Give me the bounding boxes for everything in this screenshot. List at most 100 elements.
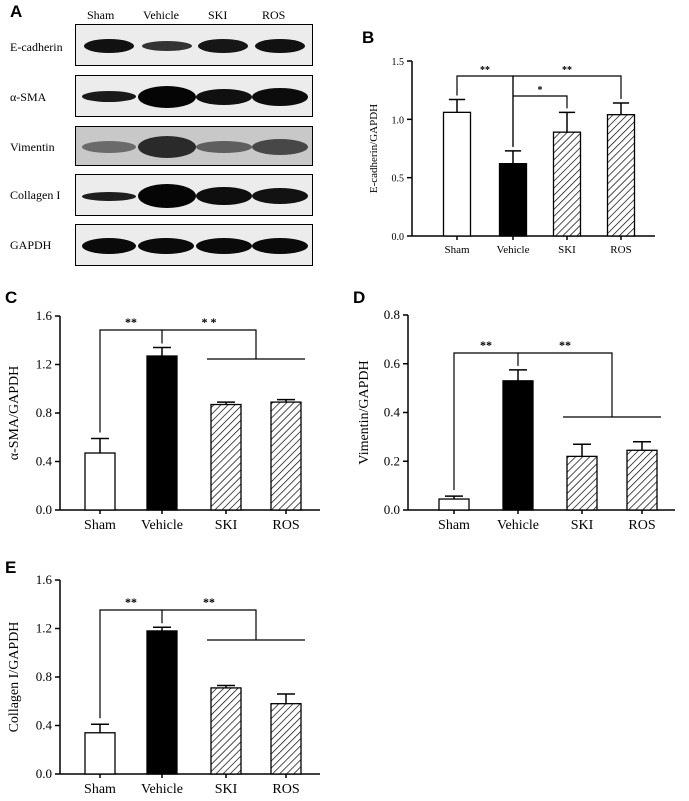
bar-vehicle bbox=[146, 355, 178, 511]
lane-label-sham: Sham bbox=[87, 8, 115, 22]
significance-label: ** bbox=[480, 338, 492, 352]
x-tick-label: Vehicle bbox=[141, 782, 183, 797]
blot-strip-vimentin bbox=[75, 126, 313, 166]
significance-bracket bbox=[99, 609, 163, 719]
protein-label-vimentin: Vimentin bbox=[10, 140, 55, 154]
significance-bracket bbox=[513, 75, 622, 99]
x-tick-label: Sham bbox=[444, 244, 470, 256]
panel-label-c: C bbox=[5, 288, 18, 307]
significance-label: ** bbox=[559, 338, 571, 352]
band bbox=[82, 238, 136, 254]
y-tick-label: 1.6 bbox=[36, 572, 53, 587]
significance-label: ** bbox=[125, 315, 137, 329]
bar-sham bbox=[442, 111, 472, 237]
bar-chart-e-cadherin: 0.0 0.5 1.0 1.5 E-cadherin/GAPDH Sham Vehicle S… bbox=[368, 57, 655, 256]
bar-sham bbox=[84, 452, 116, 511]
band bbox=[138, 184, 196, 208]
blot-strip-collagen-i bbox=[75, 174, 313, 216]
x-tick-label: Vehicle bbox=[497, 244, 530, 256]
x-tick-label: Sham bbox=[84, 782, 116, 797]
band bbox=[138, 136, 196, 158]
panel-label-e: E bbox=[5, 558, 17, 577]
significance-label: ** bbox=[125, 595, 137, 609]
panel-label-a: A bbox=[10, 2, 23, 21]
panel-label-d: D bbox=[353, 288, 366, 307]
y-tick-label: 0.0 bbox=[36, 502, 52, 517]
x-tick-label: Sham bbox=[438, 518, 470, 533]
blot-strip-gapdh bbox=[75, 224, 313, 266]
band bbox=[255, 39, 305, 53]
x-tick-label: ROS bbox=[272, 518, 299, 533]
y-tick-label: 0.4 bbox=[36, 454, 53, 469]
blot-strip-alpha-sma bbox=[75, 75, 313, 117]
y-tick-label: 0.2 bbox=[384, 453, 400, 468]
x-tick-label: ROS bbox=[610, 244, 631, 256]
bar-chart-collagen-i: 0.0 0.4 0.8 1.2 1.6 Collagen I/GAPDH Sham Vehic… bbox=[7, 572, 320, 797]
protein-label-alpha-sma: α-SMA bbox=[10, 90, 47, 104]
y-tick-label: 0.0 bbox=[392, 232, 405, 243]
lane-label-ros: ROS bbox=[262, 8, 286, 22]
y-tick-label: 1.2 bbox=[36, 621, 52, 636]
band bbox=[82, 141, 136, 153]
y-tick-label: 0.8 bbox=[36, 405, 52, 420]
x-tick-label: SKI bbox=[558, 244, 576, 256]
lane-label-vehicle: Vehicle bbox=[143, 8, 179, 22]
bar-ski bbox=[566, 455, 598, 511]
y-axis-label: α-SMA/GAPDH bbox=[7, 366, 22, 460]
band bbox=[252, 188, 308, 204]
significance-bracket bbox=[513, 95, 568, 109]
y-tick-label: 1.2 bbox=[36, 357, 52, 372]
significance-bracket bbox=[99, 329, 163, 433]
band bbox=[196, 89, 252, 105]
x-tick-label: Vehicle bbox=[141, 518, 183, 533]
significance-label: ** bbox=[562, 65, 572, 76]
band bbox=[84, 39, 134, 53]
western-blot-panel: Sham Vehicle SKI ROS E-cadherin α-SMA Vi… bbox=[0, 0, 330, 270]
significance-label: * * bbox=[202, 315, 217, 329]
x-tick-label: SKI bbox=[571, 518, 594, 533]
bar-ski bbox=[210, 687, 242, 775]
band bbox=[196, 238, 252, 254]
significance-label: * bbox=[538, 85, 543, 96]
y-axis-label: Vimentin/GAPDH bbox=[357, 360, 372, 464]
bar-vehicle bbox=[146, 630, 178, 775]
bar-ski bbox=[210, 403, 242, 511]
protein-label-collagen-i: Collagen I bbox=[10, 188, 61, 202]
x-tick-label: SKI bbox=[215, 782, 238, 797]
band bbox=[252, 238, 308, 254]
y-tick-label: 0.4 bbox=[384, 405, 401, 420]
band bbox=[82, 192, 136, 201]
bar-vehicle bbox=[498, 163, 528, 237]
y-tick-label: 1.0 bbox=[392, 115, 405, 126]
x-tick-label: Sham bbox=[84, 518, 116, 533]
y-axis-label: Collagen I/GAPDH bbox=[7, 622, 22, 733]
bar-sham bbox=[84, 732, 116, 775]
y-axis-label: E-cadherin/GAPDH bbox=[368, 104, 380, 193]
x-tick-label: ROS bbox=[628, 518, 655, 533]
significance-label: ** bbox=[480, 65, 490, 76]
band bbox=[138, 86, 196, 108]
bar-ros bbox=[270, 401, 302, 511]
protein-label-gapdh: GAPDH bbox=[10, 238, 52, 252]
bar-vehicle bbox=[502, 380, 534, 511]
bar-chart-vimentin: 0.0 0.2 0.4 0.6 0.8 Vimentin/GAPDH Sham Vehicle… bbox=[357, 307, 675, 533]
blot-strip-e-cadherin bbox=[75, 24, 313, 66]
bar-ros bbox=[270, 703, 302, 775]
y-tick-label: 0.0 bbox=[384, 502, 400, 517]
band bbox=[198, 39, 248, 53]
bar-ski bbox=[552, 131, 582, 237]
bar-chart-alpha-sma: 0.0 0.4 0.8 1.2 1.6 α-SMA/GAPDH Sham Vehicle SKI… bbox=[7, 308, 320, 533]
significance-bracket bbox=[162, 329, 257, 359]
y-tick-label: 1.6 bbox=[36, 308, 53, 323]
significance-label: ** bbox=[203, 595, 215, 609]
bar-ros bbox=[626, 449, 658, 511]
band bbox=[252, 139, 308, 155]
band bbox=[196, 141, 252, 153]
y-tick-label: 0.8 bbox=[36, 669, 52, 684]
y-tick-label: 0.5 bbox=[392, 174, 405, 185]
band bbox=[82, 91, 136, 102]
significance-bracket bbox=[162, 609, 257, 640]
y-tick-label: 0.6 bbox=[384, 356, 401, 371]
band bbox=[196, 187, 252, 205]
y-tick-label: 0.4 bbox=[36, 718, 53, 733]
